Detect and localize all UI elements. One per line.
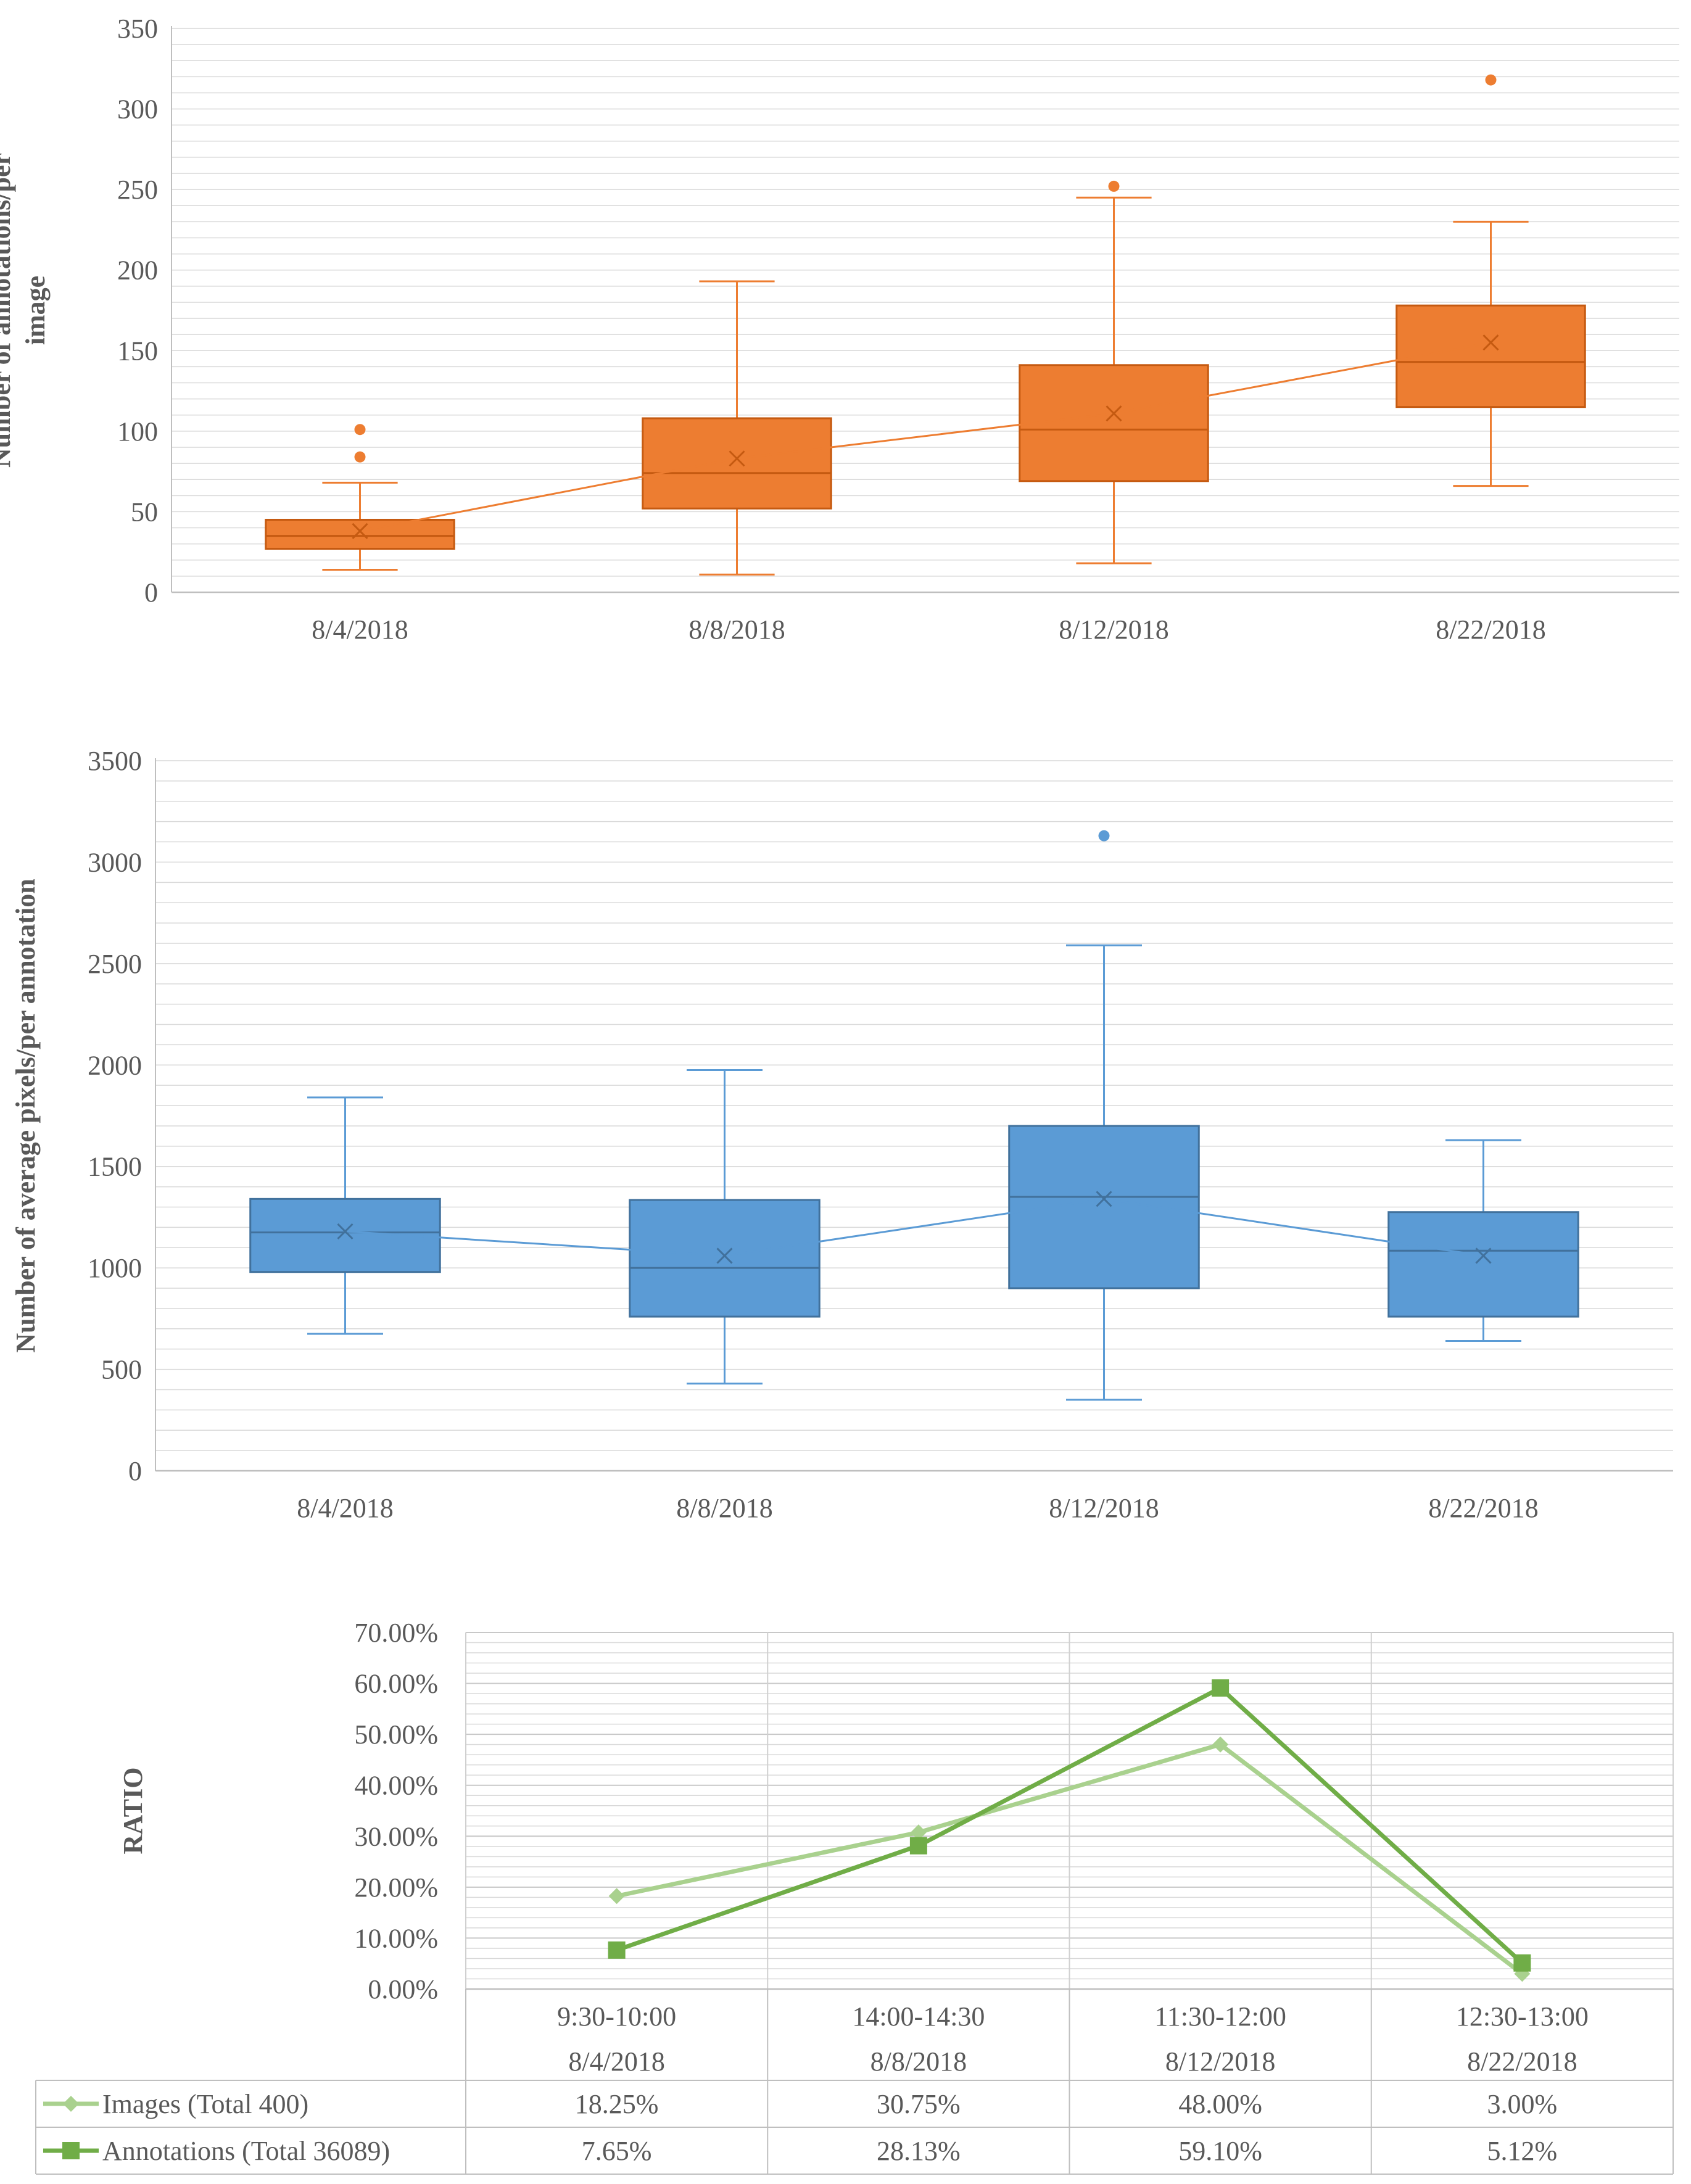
diamond-marker <box>608 1888 625 1905</box>
series-line-2 <box>616 1686 1524 1965</box>
y-tick-label: 2000 <box>88 1050 142 1080</box>
square-marker <box>1212 1679 1230 1697</box>
square-marker <box>608 1941 626 1959</box>
square-marker <box>909 1837 927 1855</box>
y-tick-label: 350 <box>117 14 158 44</box>
y-tick-label: 150 <box>117 336 158 366</box>
x-tick-label-time: 9:30-10:00 <box>557 2001 676 2032</box>
y-tick-label: 60.00% <box>354 1669 438 1699</box>
box-iqr <box>642 417 832 510</box>
x-tick-label-time: 14:00-14:30 <box>852 2001 985 2032</box>
mean-marker <box>1106 405 1122 422</box>
x-tick-label: 8/4/2018 <box>297 1493 393 1523</box>
outlier-point <box>1108 180 1120 192</box>
boxplot-chart-1: 0 50 100 150 200 250 300 350 Number of annotatio… <box>0 14 1679 645</box>
x-tick-label-date: 8/22/2018 <box>1467 2046 1577 2077</box>
mean-marker <box>729 450 745 467</box>
table-value: 30.75% <box>877 2089 961 2119</box>
square-marker <box>1513 1954 1531 1972</box>
y-tick-label: 50 <box>131 497 158 527</box>
y-tick-label: 200 <box>117 255 158 286</box>
mean-line <box>360 341 1491 532</box>
outlier-point <box>354 424 366 436</box>
table-value: 28.13% <box>877 2136 961 2166</box>
box-iqr <box>249 1197 441 1273</box>
x-tick-label-time: 11:30-12:00 <box>1154 2001 1286 2032</box>
box-iqr <box>265 518 455 550</box>
y-tick-label: 30.00% <box>354 1821 438 1851</box>
table-value: 59.10% <box>1178 2136 1262 2166</box>
outlier-point <box>1485 74 1497 86</box>
table-value: 48.00% <box>1178 2089 1262 2119</box>
y-axis-title: RATIO <box>118 1768 148 1855</box>
y-tick-label: 0 <box>144 577 158 608</box>
mean-marker <box>352 523 368 539</box>
y-tick-label: 0.00% <box>368 1974 438 2004</box>
mean-marker <box>716 1247 733 1264</box>
y-tick-label: 70.00% <box>354 1618 438 1648</box>
series-line-1 <box>616 1742 1524 1976</box>
x-tick-label: 8/22/2018 <box>1428 1493 1538 1523</box>
x-tick-label: 8/8/2018 <box>676 1493 772 1523</box>
y-tick-label: 10.00% <box>354 1923 438 1953</box>
y-axis-title: Number of annotations/per <box>0 153 16 468</box>
box-iqr <box>1395 304 1586 408</box>
y-axis-title: Number of average pixels/per annotation <box>10 879 41 1352</box>
y-tick-label: 2500 <box>88 949 142 979</box>
legend-label: Images (Total 400) <box>102 2089 308 2119</box>
legend-key-diamond <box>63 2096 79 2112</box>
y-tick-label: 500 <box>101 1355 142 1385</box>
x-tick-label: 8/12/2018 <box>1059 614 1168 645</box>
y-tick-label: 20.00% <box>354 1872 438 1903</box>
y-tick-label: 250 <box>117 175 158 205</box>
mean-marker <box>1475 1247 1492 1264</box>
x-tick-label-date: 8/12/2018 <box>1165 2046 1275 2077</box>
y-axis-title: image <box>20 276 51 345</box>
x-tick-label: 8/22/2018 <box>1436 614 1545 645</box>
legend-label: Annotations (Total 36089) <box>102 2136 390 2166</box>
x-tick-label: 8/12/2018 <box>1049 1493 1159 1523</box>
y-tick-label: 0 <box>128 1456 142 1486</box>
ratio-line-chart: 0.00% 10.00% 20.00% 30.00% 40.00% 50.00% 60.00… <box>35 1618 1674 2175</box>
diamond-marker <box>1212 1736 1229 1753</box>
x-tick-label: 8/4/2018 <box>312 614 408 645</box>
y-tick-label: 50.00% <box>354 1719 438 1750</box>
y-tick-label: 300 <box>117 94 158 125</box>
x-tick-label-date: 8/4/2018 <box>568 2046 664 2077</box>
diamond-marker <box>910 1824 927 1841</box>
y-tick-label: 3000 <box>88 847 142 877</box>
x-tick-label-date: 8/8/2018 <box>870 2046 967 2077</box>
y-tick-label: 1500 <box>88 1152 142 1182</box>
x-tick-label-time: 12:30-13:00 <box>1456 2001 1589 2032</box>
y-tick-label: 3500 <box>88 746 142 776</box>
box-iqr <box>629 1199 821 1318</box>
box-iqr <box>1019 364 1209 482</box>
mean-marker <box>337 1223 353 1240</box>
x-tick-label: 8/8/2018 <box>688 614 785 645</box>
mean-marker <box>1096 1191 1112 1207</box>
box-iqr <box>1387 1211 1579 1318</box>
mean-line <box>345 1197 1484 1257</box>
outlier-point <box>1098 830 1110 842</box>
table-value: 18.25% <box>575 2089 659 2119</box>
legend-key-square <box>62 2142 80 2159</box>
box-iqr <box>1008 1125 1200 1289</box>
table-value: 3.00% <box>1487 2089 1558 2119</box>
table-value: 7.65% <box>582 2136 652 2166</box>
table-value: 5.12% <box>1487 2136 1558 2166</box>
y-tick-label: 40.00% <box>354 1771 438 1801</box>
y-tick-label: 1000 <box>88 1253 142 1283</box>
y-tick-label: 100 <box>117 416 158 447</box>
boxplot-chart-2: 0 500 1000 1500 2000 2500 3000 3500 Number of av… <box>10 746 1673 1523</box>
mean-marker <box>1482 334 1499 351</box>
outlier-point <box>354 451 366 463</box>
